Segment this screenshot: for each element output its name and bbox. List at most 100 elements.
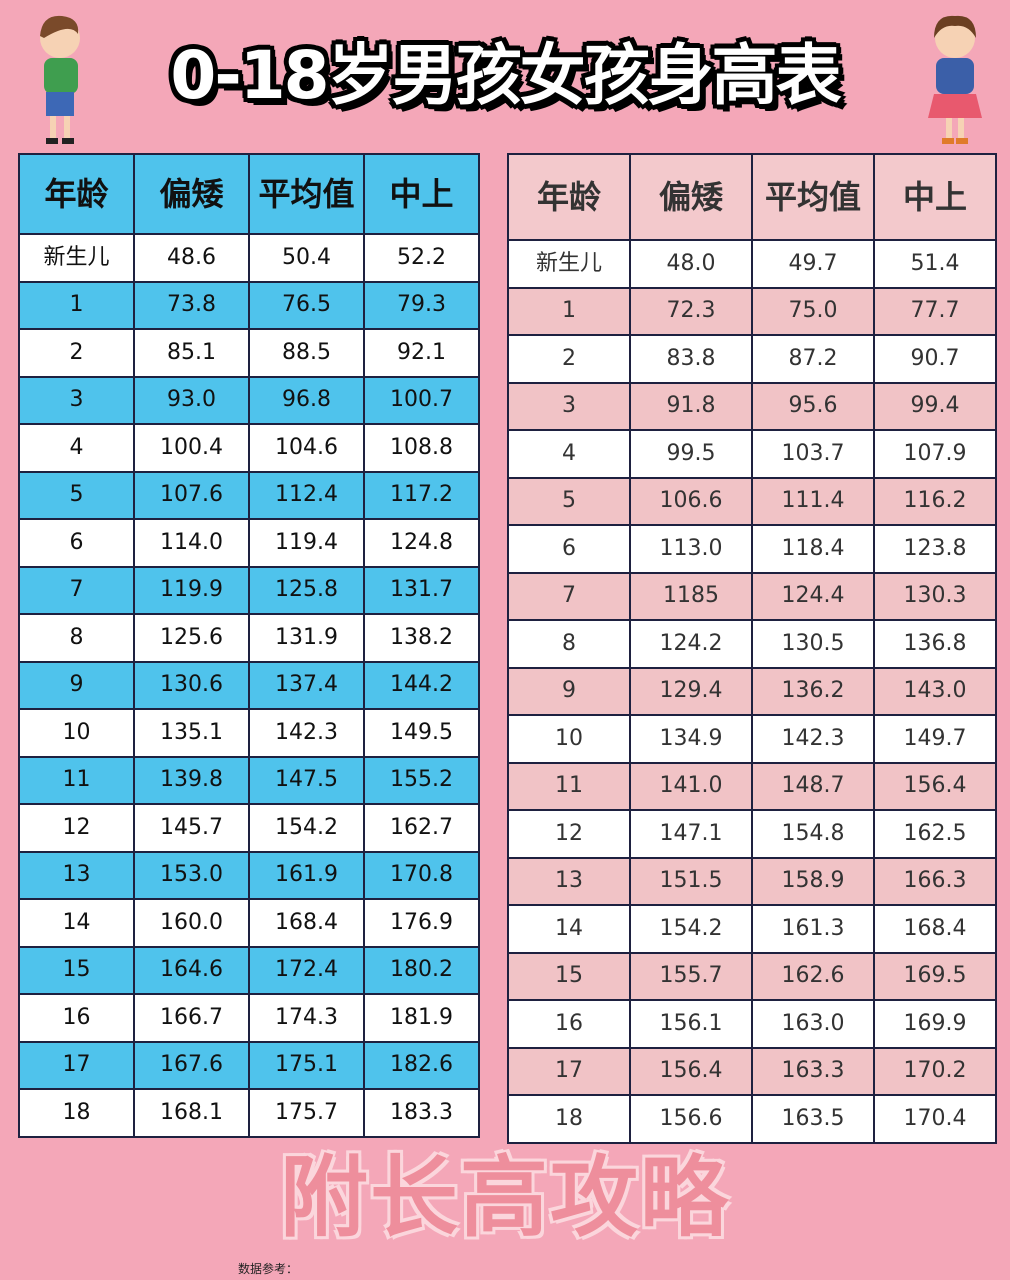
girls-height-table: 年龄 偏矮 平均值 中上 新生儿 48.0 49.7 51.4 1 72.3 75.0 77.7 2 83… [507,153,997,1144]
height-cell: 167.6 [133,1040,250,1090]
height-cell: 166.7 [133,993,250,1043]
height-cell: 119.9 [133,565,250,615]
watermark: 附长高攻略 [279,1146,730,1249]
height-cell: 1185 [629,571,753,621]
height-cell: 154.2 [248,803,365,853]
table-row: 18 168.1 175.7 183.3 [18,1088,480,1138]
height-cell: 175.7 [248,1088,365,1138]
height-cell: 170.8 [363,850,480,900]
height-cell: 145.7 [133,803,250,853]
age-cell: 3 [507,381,631,431]
height-cell: 156.4 [873,761,997,811]
column-header: 平均值 [248,153,365,235]
height-cell: 113.0 [629,524,753,574]
boy-illustration [40,15,80,144]
height-cell: 163.3 [751,1046,875,1096]
height-cell: 79.3 [363,280,480,330]
height-cell: 123.8 [873,524,997,574]
height-cell: 131.9 [248,613,365,663]
height-cell: 85.1 [133,328,250,378]
height-cell: 124.2 [629,619,753,669]
height-cell: 96.8 [248,375,365,425]
page-title: 0-18岁男孩女孩身高表 [170,37,841,114]
height-cell: 147.1 [629,809,753,859]
table-row: 8 124.2 130.5 136.8 [507,619,997,669]
height-cell: 164.6 [133,945,250,995]
age-cell: 5 [507,476,631,526]
height-cell: 111.4 [751,476,875,526]
height-cell: 139.8 [133,755,250,805]
table-row: 1 73.8 76.5 79.3 [18,280,480,330]
height-cell: 117.2 [363,470,480,520]
age-cell: 7 [507,571,631,621]
height-cell: 170.2 [873,1046,997,1096]
table-row: 3 91.8 95.6 99.4 [507,381,997,431]
table-row: 6 114.0 119.4 124.8 [18,518,480,568]
table-row: 14 160.0 168.4 176.9 [18,898,480,948]
table-row: 4 99.5 103.7 107.9 [507,429,997,479]
height-cell: 100.7 [363,375,480,425]
age-cell: 1 [507,286,631,336]
height-cell: 72.3 [629,286,753,336]
height-cell: 142.3 [248,708,365,758]
height-cell: 129.4 [629,666,753,716]
header-row: 年龄 偏矮 平均值 中上 [507,153,997,241]
table-row: 8 125.6 131.9 138.2 [18,613,480,663]
age-cell: 14 [18,898,135,948]
column-header: 偏矮 [133,153,250,235]
height-cell: 112.4 [248,470,365,520]
height-cell: 116.2 [873,476,997,526]
height-cell: 95.6 [751,381,875,431]
height-cell: 52.2 [363,233,480,283]
age-cell: 9 [507,666,631,716]
height-cell: 125.6 [133,613,250,663]
column-header: 中上 [363,153,480,235]
height-cell: 155.2 [363,755,480,805]
age-cell: 17 [18,1040,135,1090]
height-cell: 174.3 [248,993,365,1043]
height-cell: 168.1 [133,1088,250,1138]
height-cell: 149.5 [363,708,480,758]
table-row: 4 100.4 104.6 108.8 [18,423,480,473]
height-cell: 162.6 [751,951,875,1001]
table-row: 7 1185 124.4 130.3 [507,571,997,621]
height-cell: 151.5 [629,856,753,906]
height-cell: 114.0 [133,518,250,568]
height-cell: 91.8 [629,381,753,431]
height-cell: 99.4 [873,381,997,431]
height-cell: 169.5 [873,951,997,1001]
height-cell: 143.0 [873,666,997,716]
height-cell: 162.5 [873,809,997,859]
height-cell: 136.2 [751,666,875,716]
height-cell: 107.9 [873,429,997,479]
footer-note: 数据参考： [238,1262,299,1276]
height-cell: 142.3 [751,714,875,764]
height-cell: 49.7 [751,239,875,289]
table-row: 10 134.9 142.3 149.7 [507,714,997,764]
height-cell: 163.0 [751,999,875,1049]
age-cell: 16 [18,993,135,1043]
height-cell: 156.6 [629,1094,753,1144]
height-cell: 108.8 [363,423,480,473]
height-cell: 180.2 [363,945,480,995]
age-cell: 12 [507,809,631,859]
age-cell: 15 [18,945,135,995]
height-cell: 154.8 [751,809,875,859]
height-cell: 176.9 [363,898,480,948]
age-cell: 新生儿 [18,233,135,283]
height-cell: 107.6 [133,470,250,520]
height-cell: 181.9 [363,993,480,1043]
age-cell: 15 [507,951,631,1001]
table-row: 11 141.0 148.7 156.4 [507,761,997,811]
height-cell: 103.7 [751,429,875,479]
column-header: 中上 [873,153,997,241]
height-cell: 48.0 [629,239,753,289]
age-cell: 3 [18,375,135,425]
age-cell: 10 [18,708,135,758]
height-cell: 93.0 [133,375,250,425]
table-row: 6 113.0 118.4 123.8 [507,524,997,574]
table-row: 11 139.8 147.5 155.2 [18,755,480,805]
height-cell: 130.6 [133,660,250,710]
height-cell: 124.4 [751,571,875,621]
height-cell: 137.4 [248,660,365,710]
